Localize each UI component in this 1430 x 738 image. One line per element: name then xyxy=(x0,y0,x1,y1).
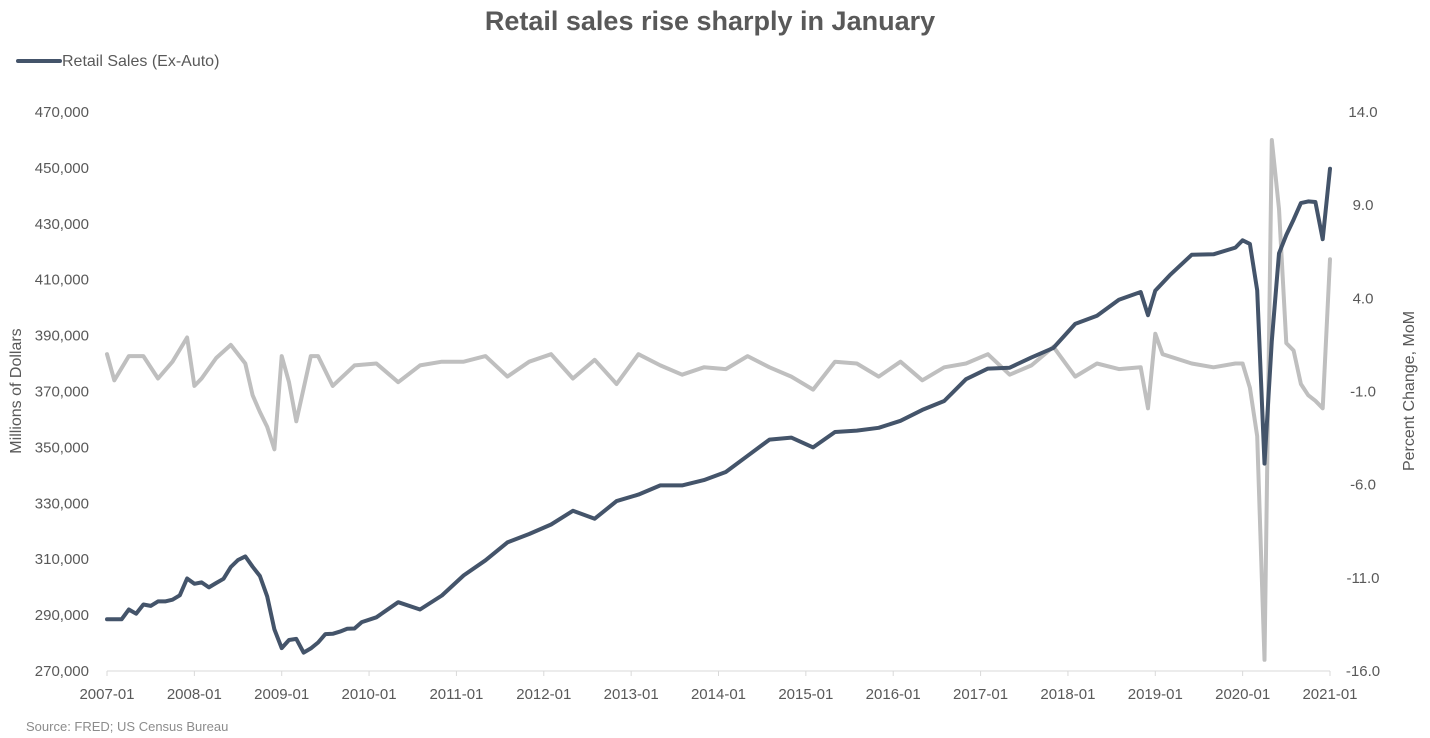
y-right-tick-label: 14.0 xyxy=(1348,104,1377,121)
x-tick-label: 2014-01 xyxy=(691,686,746,703)
x-tick-label: 2011-01 xyxy=(429,686,483,703)
y-left-tick-label: 290,000 xyxy=(35,607,89,624)
x-tick-label: 2009-01 xyxy=(254,686,309,703)
series-line-percent-change-mom xyxy=(105,138,1332,662)
source-note: Source: FRED; US Census Bureau xyxy=(26,719,228,734)
x-tick-label: 2019-01 xyxy=(1128,686,1183,703)
x-tick-label: 2007-01 xyxy=(79,686,134,703)
x-tick-label: 2021-01 xyxy=(1302,686,1357,703)
y-left-tick-label: 370,000 xyxy=(35,384,89,401)
y-left-tick-label: 310,000 xyxy=(35,551,89,568)
y-right-tick-label: -1.0 xyxy=(1350,384,1376,401)
legend: Retail Sales (Ex-Auto) xyxy=(16,53,219,70)
x-tick-label: 2015-01 xyxy=(778,686,833,703)
y-left-tick-label: 430,000 xyxy=(35,216,89,233)
y-left-tick-label: 410,000 xyxy=(35,272,89,289)
x-tick-label: 2008-01 xyxy=(167,686,222,703)
x-tick-label: 2010-01 xyxy=(342,686,397,703)
series-line-retail-sales-ex-auto xyxy=(105,166,1332,655)
y-right-tick-label: -16.0 xyxy=(1346,663,1380,680)
y-left-tick-label: 470,000 xyxy=(35,104,89,121)
y-right-tick-label: 9.0 xyxy=(1353,197,1374,214)
y-left-tick-label: 350,000 xyxy=(35,439,89,456)
x-tick-label: 2013-01 xyxy=(604,686,659,703)
y-left-axis-title: Millions of Dollars xyxy=(8,328,25,453)
y-right-tick-label: -6.0 xyxy=(1350,477,1376,494)
x-tick-label: 2016-01 xyxy=(866,686,921,703)
series-layer xyxy=(105,138,1332,662)
y-left-tick-label: 270,000 xyxy=(35,663,89,680)
y-left-tick-label: 450,000 xyxy=(35,160,89,177)
y-right-tick-label: -11.0 xyxy=(1346,570,1379,587)
y-right-axis-title: Percent Change, MoM xyxy=(1401,311,1418,471)
y-left-ticks: 270,000 290,000 310,000 330,000 350,000 370,0… xyxy=(35,104,89,680)
x-tick-label: 2020-01 xyxy=(1215,686,1270,703)
y-left-tick-label: 390,000 xyxy=(35,328,89,345)
x-ticks: 2007-01 2008-01 2009-01 2010-01 2011-01 2012-… xyxy=(79,671,1358,703)
legend-label-retail-sales: Retail Sales (Ex-Auto) xyxy=(62,53,219,70)
x-tick-label: 2017-01 xyxy=(953,686,1008,703)
x-tick-label: 2012-01 xyxy=(516,686,571,703)
y-right-ticks: -16.0 -11.0 -6.0 -1.0 4.0 9.0 14.0 xyxy=(1346,104,1380,680)
y-right-tick-label: 4.0 xyxy=(1353,290,1374,307)
x-tick-label: 2018-01 xyxy=(1040,686,1095,703)
y-left-tick-label: 330,000 xyxy=(35,495,89,512)
chart-title: Retail sales rise sharply in January xyxy=(485,6,935,36)
